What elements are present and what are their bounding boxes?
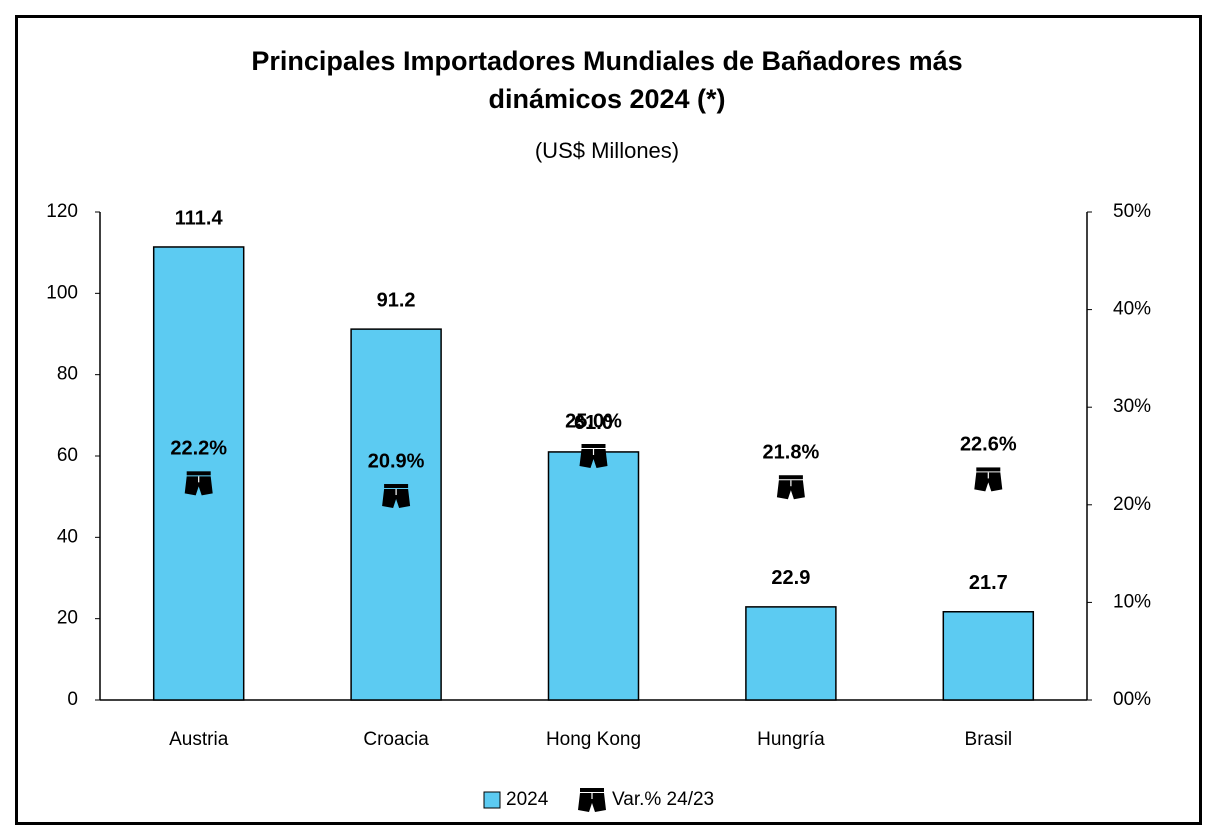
y-tick-label: 80: [57, 364, 78, 385]
icon-body: [578, 793, 606, 812]
icon-body: [776, 480, 805, 500]
y-tick-label: 60: [57, 445, 78, 466]
bar-value-label: 61.0: [574, 412, 613, 434]
icon-body: [184, 476, 213, 496]
x-tick-label: Hungría: [757, 729, 825, 750]
icon-body: [579, 449, 608, 468]
icon-waistband: [581, 444, 606, 448]
icon-body: [382, 489, 411, 509]
icon-waistband: [186, 471, 211, 476]
marker: [382, 484, 411, 509]
bar: [350, 328, 442, 701]
marker: [579, 444, 608, 468]
y2-tick-label: 00%: [1113, 689, 1151, 710]
y-tick-label: 100: [46, 282, 78, 303]
x-tick-label: Croacia: [363, 729, 429, 750]
y2-tick-label: 40%: [1113, 299, 1151, 320]
marker: [776, 475, 805, 500]
legend-label: 2024: [506, 789, 549, 810]
y-tick-label: 20: [57, 608, 78, 629]
y2-tick-label: 30%: [1113, 396, 1151, 417]
marker-value-label: 22.2%: [170, 438, 227, 460]
y-tick-label: 0: [67, 689, 78, 710]
legend-swatch: [483, 791, 501, 809]
chart-subtitle: (US$ Millones): [534, 138, 680, 163]
x-tick-label: Brasil: [965, 729, 1013, 750]
y2-tick-label: 10%: [1113, 591, 1151, 612]
icon-waistband: [976, 467, 1001, 472]
marker-value-label: 25.0%: [565, 410, 622, 432]
chart-title: Principales Importadores Mundiales de Ba…: [251, 46, 963, 114]
y-tick-label: 120: [46, 201, 78, 222]
x-tick-label: Hong Kong: [546, 729, 641, 750]
bar-value-label: 111.4: [175, 207, 224, 229]
marker-value-label: 20.9%: [368, 450, 425, 472]
icon-waistband: [384, 484, 409, 489]
legend-icon: [578, 788, 606, 812]
chart-frame: [15, 15, 1202, 825]
bar-value-label: 22.9: [771, 567, 810, 589]
bar-value-label: 91.2: [377, 289, 416, 311]
y2-tick-label: 50%: [1113, 201, 1151, 222]
bar: [547, 451, 640, 701]
icon-waistband: [580, 788, 604, 792]
y2-tick-label: 20%: [1113, 494, 1151, 515]
y-tick-label: 40: [57, 526, 78, 547]
legend-label: Var.% 24/23: [612, 789, 714, 810]
x-tick-label: Austria: [169, 729, 229, 750]
marker-value-label: 21.8%: [763, 442, 820, 464]
bar: [942, 611, 1035, 701]
marker: [184, 471, 213, 496]
marker: [974, 467, 1003, 492]
marker-value-label: 22.6%: [960, 434, 1017, 456]
icon-waistband: [778, 475, 803, 480]
icon-body: [974, 472, 1003, 492]
bar: [745, 606, 837, 701]
bar: [152, 246, 245, 701]
bar-value-label: 21.7: [969, 572, 1008, 594]
